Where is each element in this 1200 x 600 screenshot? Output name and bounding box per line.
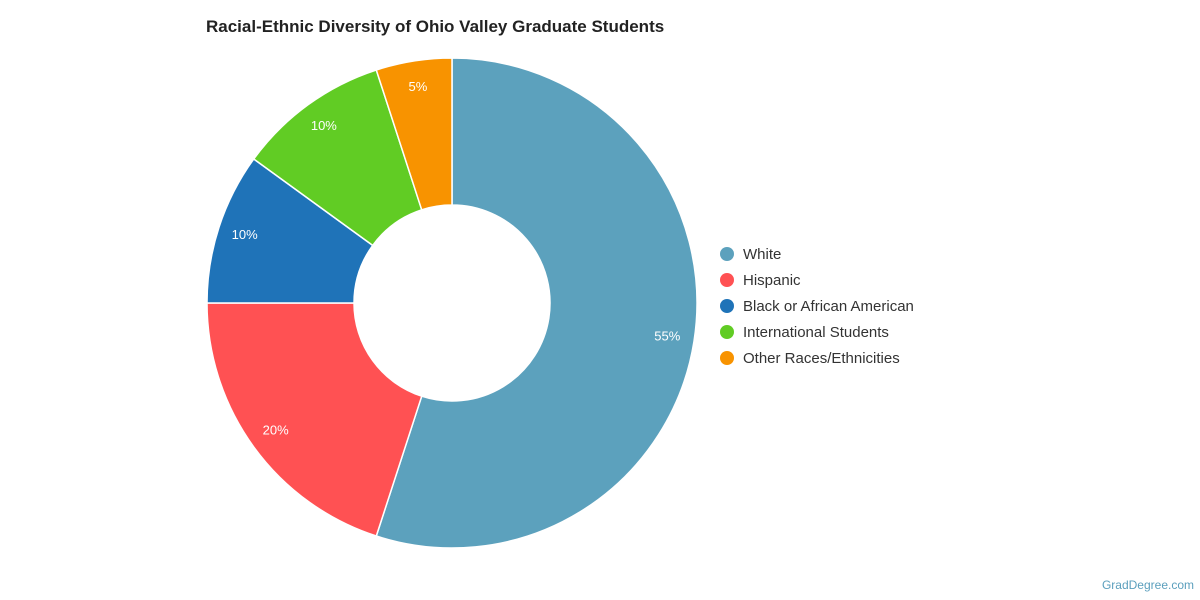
legend-swatch [720,299,734,313]
slice-value-label: 10% [232,227,258,242]
slice-value-label: 20% [263,423,289,438]
legend-label: Black or African American [743,297,914,315]
donut-slice-other-races-ethnicities [375,57,453,211]
legend-swatch [720,351,734,365]
legend-item: White [720,241,914,267]
legend-swatch [720,273,734,287]
chart-legend: White Hispanic Black or African American In… [720,241,914,371]
legend-item: International Students [720,319,914,345]
legend-label: White [743,245,782,263]
legend-label: Hispanic [743,271,801,289]
slice-value-label: 5% [408,79,427,94]
slice-value-label: 55% [654,329,680,344]
slice-value-label: 10% [311,118,337,133]
legend-item: Hispanic [720,267,914,293]
legend-item: Other Races/Ethnicities [720,345,914,371]
chart-title: Racial-Ethnic Diversity of Ohio Valley G… [206,17,665,36]
legend-swatch [720,325,734,339]
legend-label: Other Races/Ethnicities [743,349,900,367]
donut-slice-hispanic [206,302,423,537]
donut-slice-white [375,57,698,549]
legend-item: Black or African American [720,293,914,319]
legend-swatch [720,247,734,261]
legend-label: International Students [743,323,889,341]
source-credit: GradDegree.com [1101,578,1194,592]
